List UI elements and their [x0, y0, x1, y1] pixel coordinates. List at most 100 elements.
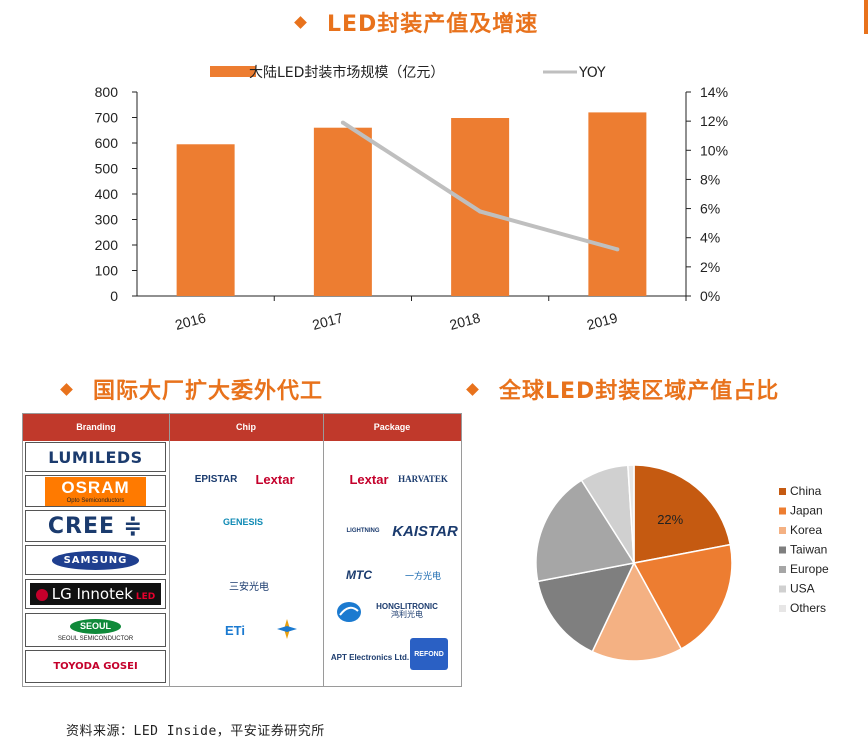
left-tick-label: 700	[95, 110, 119, 126]
bar-2016	[176, 144, 235, 296]
brand-seoul-cell: SEOUL SEOUL SEMICONDUCTOR	[25, 613, 166, 647]
left-section-title: 国际大厂扩大委外代工	[60, 373, 324, 405]
yoy-point-2017	[340, 120, 345, 125]
pie-data-label: 22%	[657, 512, 683, 527]
column-divider	[323, 414, 324, 686]
left-title-text: 国际大厂扩大委外代工	[93, 379, 324, 404]
brand-lg-cell: LG Innotek LED	[25, 579, 166, 609]
left-tick-label: 400	[95, 186, 119, 202]
bar-2018	[451, 118, 510, 296]
diamond-bullet-icon	[60, 382, 73, 396]
x-tick-label: 2017	[310, 309, 344, 333]
pkg-lextar-text: Lextar	[349, 471, 389, 487]
hongli-cn-text: 鸿利光电	[391, 610, 423, 619]
osram-name: OSRAM	[61, 477, 130, 497]
legend-label-others: Others	[790, 601, 826, 615]
right-tick-label: 0%	[700, 288, 720, 304]
toyoda-gosei-logo: TOYODA GOSEI	[53, 661, 138, 672]
chip-genesis-logo: GENESIS	[213, 512, 273, 532]
pkg-lextar-logo: Lextar	[345, 469, 393, 489]
pkg-mtc-logo: MTC	[335, 564, 383, 586]
lextar-text: Lextar	[255, 471, 295, 487]
cree-logo: CREE ≑	[47, 513, 144, 539]
left-tick-label: 100	[95, 263, 119, 279]
right-title-text: 全球LED封装区域产值占比	[499, 379, 780, 404]
chip-epistar-logo: EPISTAR	[191, 469, 241, 489]
samsung-logo: SAMSUNG	[51, 550, 140, 570]
left-tick-label: 200	[95, 237, 119, 253]
apt-text: APT Electronics Ltd.	[330, 652, 410, 662]
eti-text: ETi	[225, 622, 245, 638]
pkg-yifang-logo: 一方光电	[395, 564, 451, 586]
led-package-value-chart: 大陆LED封装市场规模（亿元） YOY 0 100 200 300 400 500 600 700…	[95, 64, 728, 333]
legend-label-europe: Europe	[790, 562, 829, 576]
brand-samsung-cell: SAMSUNG	[25, 545, 166, 575]
legend-swatch-korea	[779, 527, 786, 534]
hongli-text: HONGLITRONIC	[376, 602, 438, 611]
header-branding: Branding	[76, 422, 116, 432]
lg-name: LG Innotek	[51, 585, 133, 603]
left-tick-label: 300	[95, 212, 119, 228]
left-tick-label: 600	[95, 135, 119, 151]
harvatek-text: HARVATEK	[398, 474, 448, 484]
chip-lextar-logo: Lextar	[249, 469, 301, 489]
right-tick-label: 10%	[700, 142, 728, 158]
yoy-point-2019	[615, 247, 620, 252]
pkg-hongli-logo: HONGLITRONIC 鸿利光电	[367, 600, 447, 622]
left-tick-label: 0	[110, 288, 118, 304]
legend-bar-label: 大陆LED封装市场规模（亿元）	[249, 64, 444, 81]
yifang-text: 一方光电	[404, 570, 441, 581]
brand-toyoda-cell: TOYODA GOSEI	[25, 650, 166, 683]
chip-sanan-logo: 三安光电	[219, 574, 279, 596]
pie-slice-japan	[632, 543, 733, 650]
hongli-swirl-icon	[337, 602, 361, 622]
diamond-bullet-icon	[466, 382, 479, 396]
yoy-point-2018	[478, 209, 483, 214]
chip-eti-logo: ETi	[205, 620, 265, 640]
kaistar-text: KAISTAR	[392, 522, 458, 540]
legend-bar-swatch	[210, 66, 256, 77]
source-note: 资料来源：LED Inside，平安证券研究所	[66, 724, 325, 739]
lg-innotek-logo: LG Innotek LED	[29, 583, 162, 605]
lg-led-tag: LED	[135, 592, 156, 602]
legend-line-label: YOY	[578, 65, 606, 81]
legend-label-usa: USA	[790, 582, 815, 596]
legend-label-taiwan: Taiwan	[790, 543, 827, 557]
pie-slice-korea	[591, 561, 683, 662]
brand-cree-cell: CREE ≑	[25, 510, 166, 542]
sanan-text: 三安光电	[229, 581, 269, 593]
legend-swatch-europe	[779, 566, 786, 573]
pie-slice-europe	[535, 479, 636, 583]
right-tick-label: 6%	[700, 201, 720, 217]
top-section-title: LED封装产值及增速	[294, 6, 538, 38]
seoul-name: SEOUL	[69, 618, 121, 634]
seoul-logo: SEOUL SEOUL SEMICONDUCTOR	[58, 618, 133, 642]
company-table: Branding Chip Package LUMILEDS OSRAM Opt…	[22, 413, 462, 687]
pkg-lightning-logo: LIGHTNING	[335, 518, 391, 544]
genesis-text: GENESIS	[222, 517, 263, 527]
x-tick-label: 2018	[448, 309, 482, 333]
x-tick-label: 2019	[585, 309, 619, 333]
region-share-pie-chart: 22% China Japan Korea Taiwan Europe USA Others	[535, 464, 829, 662]
legend-swatch-china	[779, 488, 786, 495]
legend-label-japan: Japan	[790, 504, 823, 518]
legend-swatch-others	[779, 605, 786, 612]
legend-swatch-usa	[779, 585, 786, 593]
chip-asterisk-icon	[277, 619, 297, 639]
diamond-bullet-icon	[294, 15, 307, 29]
right-tick-label: 4%	[700, 230, 720, 246]
header-chip: Chip	[236, 422, 256, 432]
pie-slice-others	[627, 464, 635, 564]
bar-2017	[313, 127, 372, 296]
pie-slice-taiwan	[536, 561, 636, 653]
legend-swatch-japan	[779, 507, 786, 515]
lumileds-logo: LUMILEDS	[48, 447, 143, 467]
table-header-row: Branding Chip Package	[23, 414, 461, 441]
pie-slice-china	[633, 464, 732, 564]
x-tick-label: 2016	[173, 309, 207, 333]
lg-circle-icon	[35, 588, 48, 601]
right-section-title: 全球LED封装区域产值占比	[466, 373, 780, 405]
osram-logo: OSRAM Opto Semiconductors	[45, 476, 146, 506]
legend-swatch-taiwan	[779, 546, 786, 554]
pkg-kaistar-logo: KAISTAR	[392, 520, 458, 542]
